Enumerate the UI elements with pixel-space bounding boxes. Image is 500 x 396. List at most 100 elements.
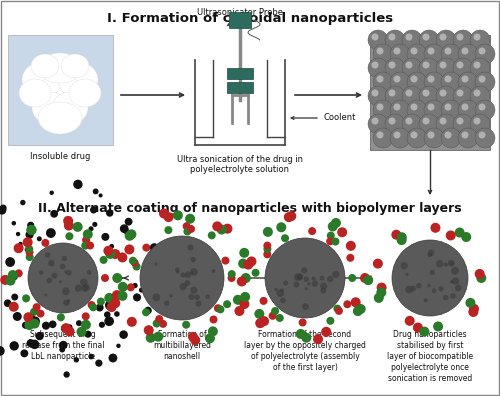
Circle shape (402, 114, 422, 134)
Circle shape (304, 287, 308, 290)
Circle shape (388, 61, 396, 69)
Circle shape (444, 103, 452, 110)
Circle shape (240, 299, 250, 309)
Circle shape (276, 289, 284, 297)
Circle shape (52, 273, 58, 279)
Circle shape (57, 313, 65, 321)
Circle shape (443, 295, 448, 300)
Circle shape (73, 180, 83, 189)
Circle shape (120, 330, 128, 339)
Circle shape (252, 269, 260, 277)
Circle shape (144, 307, 152, 314)
Circle shape (184, 271, 191, 278)
Circle shape (454, 228, 464, 238)
Circle shape (4, 299, 12, 307)
Circle shape (106, 302, 117, 312)
Circle shape (453, 86, 473, 106)
Circle shape (475, 100, 495, 120)
Circle shape (407, 100, 427, 120)
Circle shape (81, 320, 91, 330)
Circle shape (133, 293, 141, 301)
Circle shape (373, 100, 393, 120)
Circle shape (81, 284, 88, 292)
Circle shape (394, 48, 400, 55)
Circle shape (154, 263, 158, 266)
Circle shape (173, 210, 183, 220)
Circle shape (100, 256, 108, 264)
Circle shape (72, 222, 83, 232)
Circle shape (234, 306, 244, 316)
Circle shape (233, 295, 243, 305)
Circle shape (152, 293, 160, 301)
Circle shape (74, 285, 82, 292)
Circle shape (44, 293, 48, 297)
Circle shape (470, 30, 490, 50)
Circle shape (440, 118, 446, 124)
Circle shape (462, 76, 468, 82)
Circle shape (326, 237, 334, 246)
Circle shape (350, 297, 360, 307)
Circle shape (394, 103, 400, 110)
Circle shape (8, 302, 18, 312)
Circle shape (159, 320, 167, 328)
Circle shape (127, 317, 137, 327)
Circle shape (458, 72, 478, 92)
Circle shape (112, 273, 122, 283)
Circle shape (422, 61, 430, 69)
Circle shape (190, 257, 196, 263)
Circle shape (441, 72, 461, 92)
Circle shape (407, 72, 427, 92)
Circle shape (368, 86, 388, 106)
Circle shape (475, 128, 495, 148)
Circle shape (308, 227, 316, 235)
Circle shape (32, 303, 40, 311)
Circle shape (27, 222, 34, 229)
Circle shape (424, 298, 428, 302)
Circle shape (376, 103, 384, 110)
Circle shape (422, 89, 430, 97)
Circle shape (66, 232, 74, 240)
Circle shape (392, 240, 468, 316)
Circle shape (390, 44, 410, 64)
Circle shape (0, 346, 4, 356)
Circle shape (88, 301, 96, 309)
Circle shape (190, 335, 200, 345)
Circle shape (436, 30, 456, 50)
Circle shape (376, 283, 386, 293)
Circle shape (48, 260, 54, 267)
Circle shape (99, 322, 105, 328)
Circle shape (10, 341, 19, 350)
Text: Ultra sonication of the drug in
polyelectrolyte solution: Ultra sonication of the drug in polyelec… (177, 155, 303, 174)
Circle shape (346, 254, 354, 262)
Circle shape (396, 235, 406, 245)
Circle shape (59, 280, 62, 284)
Circle shape (188, 244, 194, 251)
Circle shape (64, 371, 70, 378)
Circle shape (238, 259, 248, 268)
Circle shape (455, 285, 462, 291)
Circle shape (307, 282, 310, 286)
Text: Formation of
multibillayered
nanoshell: Formation of multibillayered nanoshell (153, 330, 211, 361)
Circle shape (410, 286, 416, 292)
Circle shape (30, 340, 40, 349)
Circle shape (105, 301, 115, 310)
Circle shape (264, 250, 272, 258)
Circle shape (462, 103, 468, 110)
Circle shape (120, 224, 128, 233)
Circle shape (424, 100, 444, 120)
Circle shape (436, 86, 456, 106)
Circle shape (276, 222, 286, 232)
Circle shape (296, 274, 303, 280)
Circle shape (12, 274, 18, 280)
Circle shape (360, 273, 370, 283)
Circle shape (124, 231, 134, 241)
Circle shape (478, 76, 486, 82)
Circle shape (26, 245, 34, 253)
Bar (227, 68, 253, 79)
Circle shape (327, 232, 335, 240)
Text: Formation of the second
layer by the oppositely charged
of polyelectrolyte (asse: Formation of the second layer by the opp… (244, 330, 366, 372)
Circle shape (294, 273, 302, 281)
Circle shape (373, 44, 393, 64)
Ellipse shape (61, 54, 89, 78)
Circle shape (419, 58, 439, 78)
